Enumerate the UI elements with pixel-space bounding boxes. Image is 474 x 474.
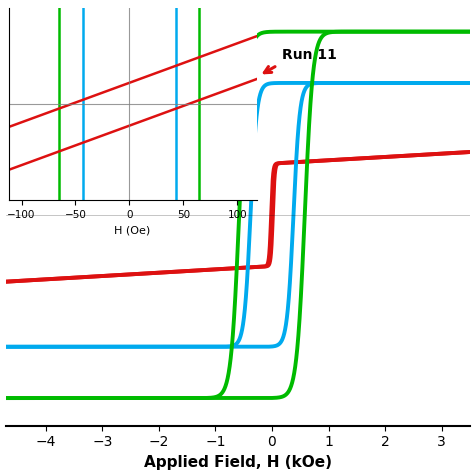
- Text: Run 11: Run 11: [282, 48, 337, 62]
- Text: Run 7: Run 7: [74, 12, 119, 26]
- Text: Run 1: Run 1: [176, 12, 221, 26]
- X-axis label: Applied Field, H (kOe): Applied Field, H (kOe): [144, 455, 332, 470]
